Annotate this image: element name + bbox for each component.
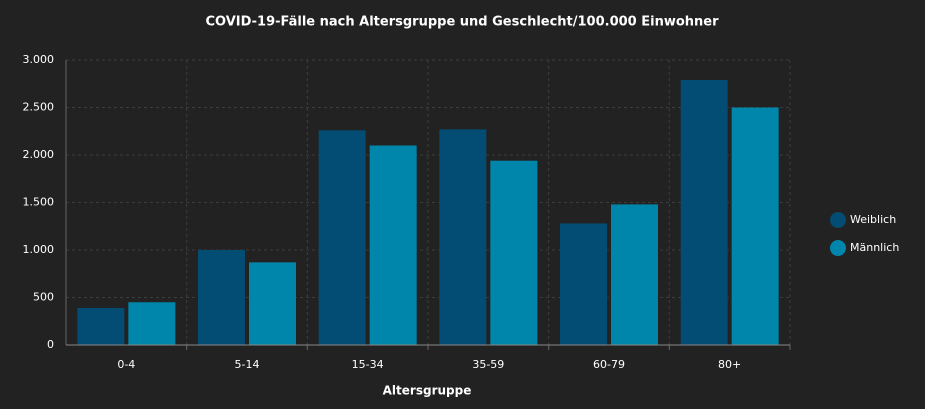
bar [731,107,779,345]
bar [77,307,125,345]
bar [560,223,607,345]
bar [611,204,658,345]
bar [369,145,417,345]
bar [128,302,176,345]
legend-swatch [830,240,846,256]
y-tick-label: 2.500 [23,101,55,114]
bar [198,250,245,345]
x-tick-label: 60-79 [593,358,625,371]
x-tick-label: 15-34 [352,358,384,371]
bar [680,79,728,345]
x-tick-label: 35-59 [472,358,504,371]
x-tick-label: 5-14 [235,358,260,371]
y-tick-label: 2.000 [23,148,55,161]
x-tick-label: 0-4 [117,358,135,371]
legend-label: Weiblich [850,213,896,226]
x-tick-label: 80+ [718,358,741,371]
bar [249,262,296,345]
legend-label: Männlich [850,241,899,254]
y-tick-label: 1.000 [23,243,55,256]
y-tick-label: 3.000 [23,53,55,66]
y-tick-label: 500 [33,291,54,304]
y-tick-label: 1.500 [23,196,55,209]
bar [318,130,366,345]
y-tick-label: 0 [47,338,54,351]
chart-title: COVID-19-Fälle nach Altersgruppe und Ges… [205,15,719,30]
bar [439,129,487,345]
bar [490,160,538,345]
x-axis-title: Altersgruppe [383,384,472,398]
legend-swatch [830,212,846,228]
